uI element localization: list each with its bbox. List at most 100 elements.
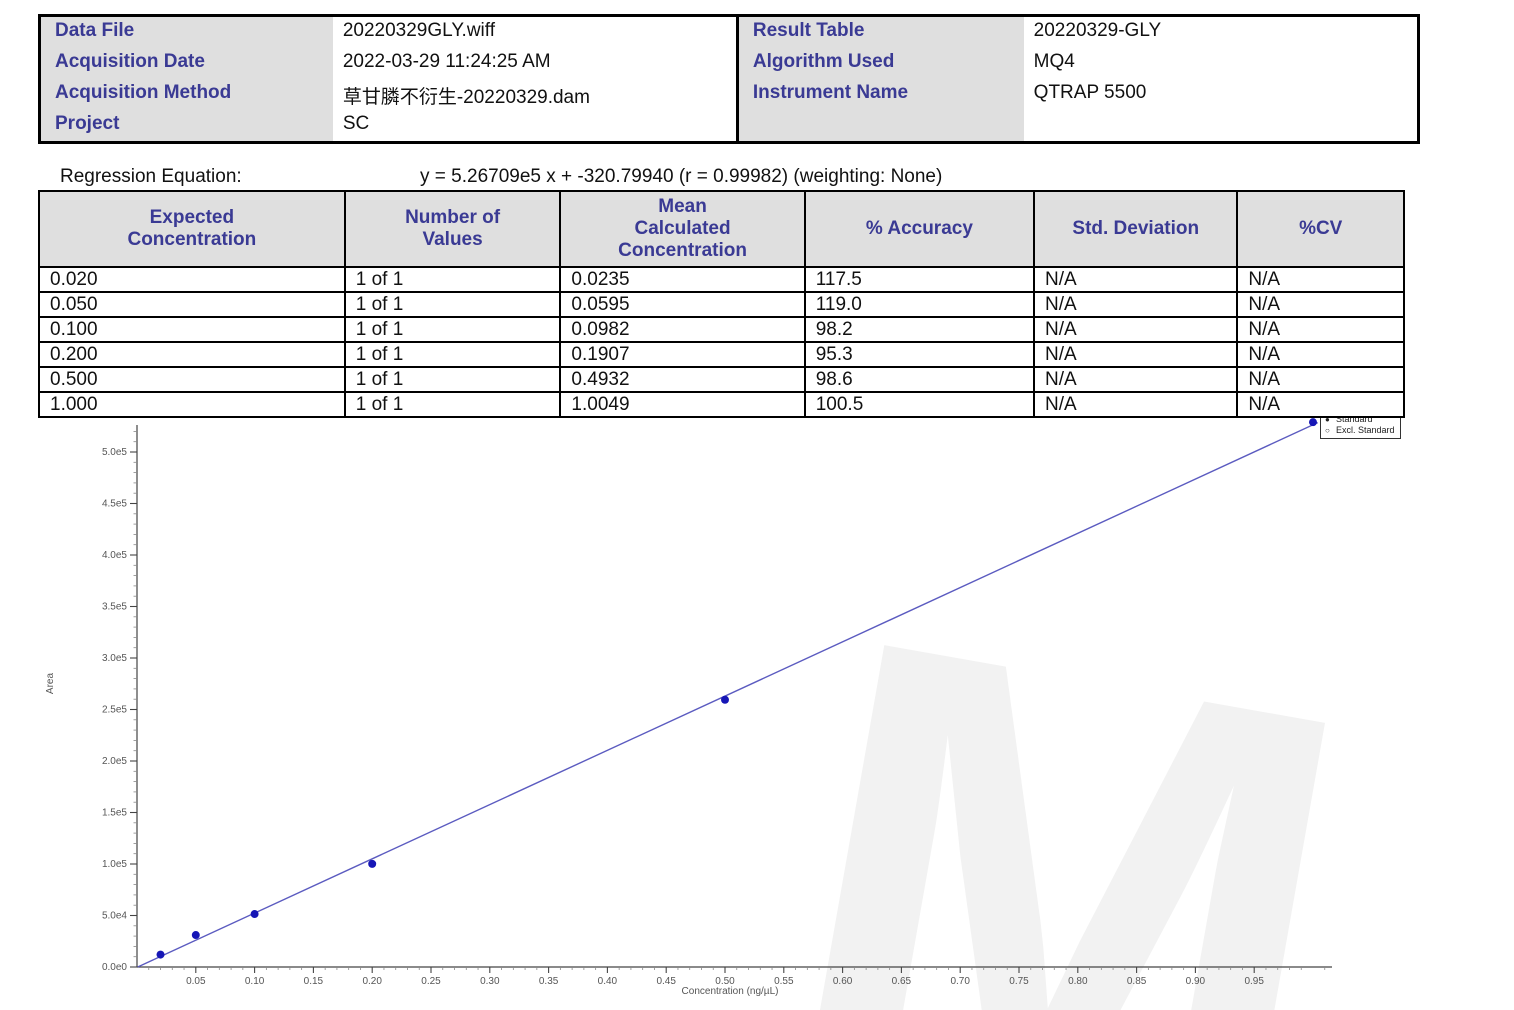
project-label: Project [41, 110, 333, 141]
table-cell: 0.050 [38, 291, 346, 318]
tick-label: 0.60 [833, 976, 853, 987]
table-cell: 1 of 1 [343, 341, 562, 368]
tick-label: 5.0e5 [102, 447, 127, 458]
x-axis-title: Concentration (ng/µL) [681, 986, 779, 997]
tick-label: 0.15 [304, 976, 324, 987]
algorithm-used-value: MQ4 [1023, 48, 1417, 79]
data-file-value: 20220329GLY.wiff [332, 17, 736, 48]
regression-equation-value: y = 5.26709e5 x + -320.79940 (r = 0.9998… [420, 166, 943, 187]
tick-label: 5.0e4 [102, 911, 127, 922]
col-cv: %CV [1236, 190, 1405, 268]
stats-header-row: Expected Concentration Number of Values … [38, 190, 1405, 268]
table-row: 0.500 1 of 1 0.4932 98.6 N/A N/A [38, 366, 1405, 393]
table-cell: N/A [1236, 291, 1405, 318]
data-point [191, 931, 200, 940]
acquisition-date-value: 2022-03-29 11:24:25 AM [332, 48, 736, 79]
col-std-deviation: Std. Deviation [1033, 190, 1239, 268]
table-row: 0.050 1 of 1 0.0595 119.0 N/A N/A [38, 291, 1405, 318]
tick-label: 0.25 [421, 976, 441, 987]
legend-entry-standard: ● Standard [1325, 414, 1395, 425]
legend-label: Standard [1336, 414, 1373, 424]
tick-label: 0.75 [1009, 976, 1029, 987]
tick-label: 3.0e5 [102, 653, 127, 664]
table-cell: 0.200 [38, 341, 346, 368]
tick-label: 3.5e5 [102, 602, 127, 613]
table-cell: 95.3 [803, 341, 1036, 368]
table-cell: N/A [1236, 391, 1405, 418]
table-cell: 0.500 [38, 366, 346, 393]
empty-label [738, 110, 1024, 141]
table-cell: 98.2 [803, 316, 1036, 343]
table-cell: N/A [1033, 266, 1239, 293]
table-cell: 1 of 1 [343, 366, 562, 393]
table-cell: N/A [1033, 291, 1239, 318]
calibration-chart: 0.0e0 5.0e4 1.0e5 1.5e5 2.0e5 2.5e5 3.0e5 3.5e5… [0, 400, 1514, 1010]
legend-entry-excl-standard: ○ Excl. Standard [1325, 425, 1395, 436]
table-cell: 1 of 1 [343, 291, 562, 318]
tick-label: 4.5e5 [102, 499, 127, 510]
tick-label: 0.40 [598, 976, 618, 987]
algorithm-used-label: Algorithm Used [738, 48, 1024, 79]
table-cell: 117.5 [803, 266, 1036, 293]
instrument-name-label: Instrument Name [738, 79, 1024, 110]
table-row: 1.000 1 of 1 1.0049 100.5 N/A N/A [38, 391, 1405, 418]
open-circle-icon: ○ [1325, 426, 1330, 435]
table-cell: N/A [1236, 316, 1405, 343]
table-cell: 119.0 [803, 291, 1036, 318]
instrument-name-value: QTRAP 5500 [1023, 79, 1417, 110]
table-cell: 0.1907 [559, 341, 806, 368]
tick-label: 0.80 [1068, 976, 1088, 987]
info-table-right: Result Table 20220329-GLY Algorithm Used… [735, 17, 1417, 141]
table-row: 0.100 1 of 1 0.0982 98.2 N/A N/A [38, 316, 1405, 343]
data-point [721, 695, 729, 704]
table-cell: 0.4932 [559, 366, 806, 393]
legend-label: Excl. Standard [1336, 425, 1395, 435]
table-cell: 98.6 [803, 366, 1036, 393]
result-table-value: 20220329-GLY [1023, 17, 1417, 48]
tick-label: 2.0e5 [102, 756, 127, 767]
table-cell: 0.0595 [559, 291, 806, 318]
table-row: 0.200 1 of 1 0.1907 95.3 N/A N/A [38, 341, 1405, 368]
data-point [1309, 418, 1317, 427]
acquisition-method-label: Acquisition Method [41, 79, 333, 110]
tick-label: 0.65 [892, 976, 912, 987]
table-cell: 100.5 [803, 391, 1036, 418]
tick-label: 0.0e0 [102, 962, 127, 973]
filled-circle-icon: ● [1325, 415, 1330, 424]
table-cell: 0.020 [38, 266, 346, 293]
table-cell: 0.0982 [559, 316, 806, 343]
col-mean-calculated: Mean Calculated Concentration [559, 190, 806, 268]
tick-label: 0.05 [186, 976, 206, 987]
tick-label: 0.70 [950, 976, 970, 987]
tick-label: 0.85 [1127, 976, 1147, 987]
stats-table: Expected Concentration Number of Values … [38, 190, 1405, 418]
acquisition-method-value: 草甘膦不衍生-20220329.dam [332, 79, 736, 110]
info-table: Data File 20220329GLY.wiff Acquisition D… [38, 14, 1420, 144]
table-cell: 1.0049 [559, 391, 806, 418]
result-table-label: Result Table [738, 17, 1024, 48]
table-cell: N/A [1033, 366, 1239, 393]
empty-value [1023, 110, 1417, 141]
table-cell: N/A [1236, 341, 1405, 368]
table-cell: N/A [1033, 391, 1239, 418]
tick-label: 1.5e5 [102, 808, 127, 819]
tick-label: 0.20 [362, 976, 382, 987]
tick-label: 0.55 [774, 976, 794, 987]
data-file-label: Data File [41, 17, 333, 48]
tick-label: 2.5e5 [102, 705, 127, 716]
table-cell: N/A [1033, 316, 1239, 343]
acquisition-date-label: Acquisition Date [41, 48, 333, 79]
table-cell: 1 of 1 [343, 391, 562, 418]
tick-label: 0.50 [715, 976, 735, 987]
data-point [250, 910, 259, 919]
regression-line [137, 422, 1318, 968]
tick-label: 4.0e5 [102, 550, 127, 561]
y-axis-title: Area [45, 672, 57, 695]
table-cell: N/A [1236, 366, 1405, 393]
col-expected-concentration: Expected Concentration [38, 190, 346, 268]
col-number-of-values: Number of Values [343, 190, 562, 268]
data-point [368, 859, 377, 868]
tick-label: 0.35 [539, 976, 559, 987]
tick-label: 0.90 [1186, 976, 1206, 987]
